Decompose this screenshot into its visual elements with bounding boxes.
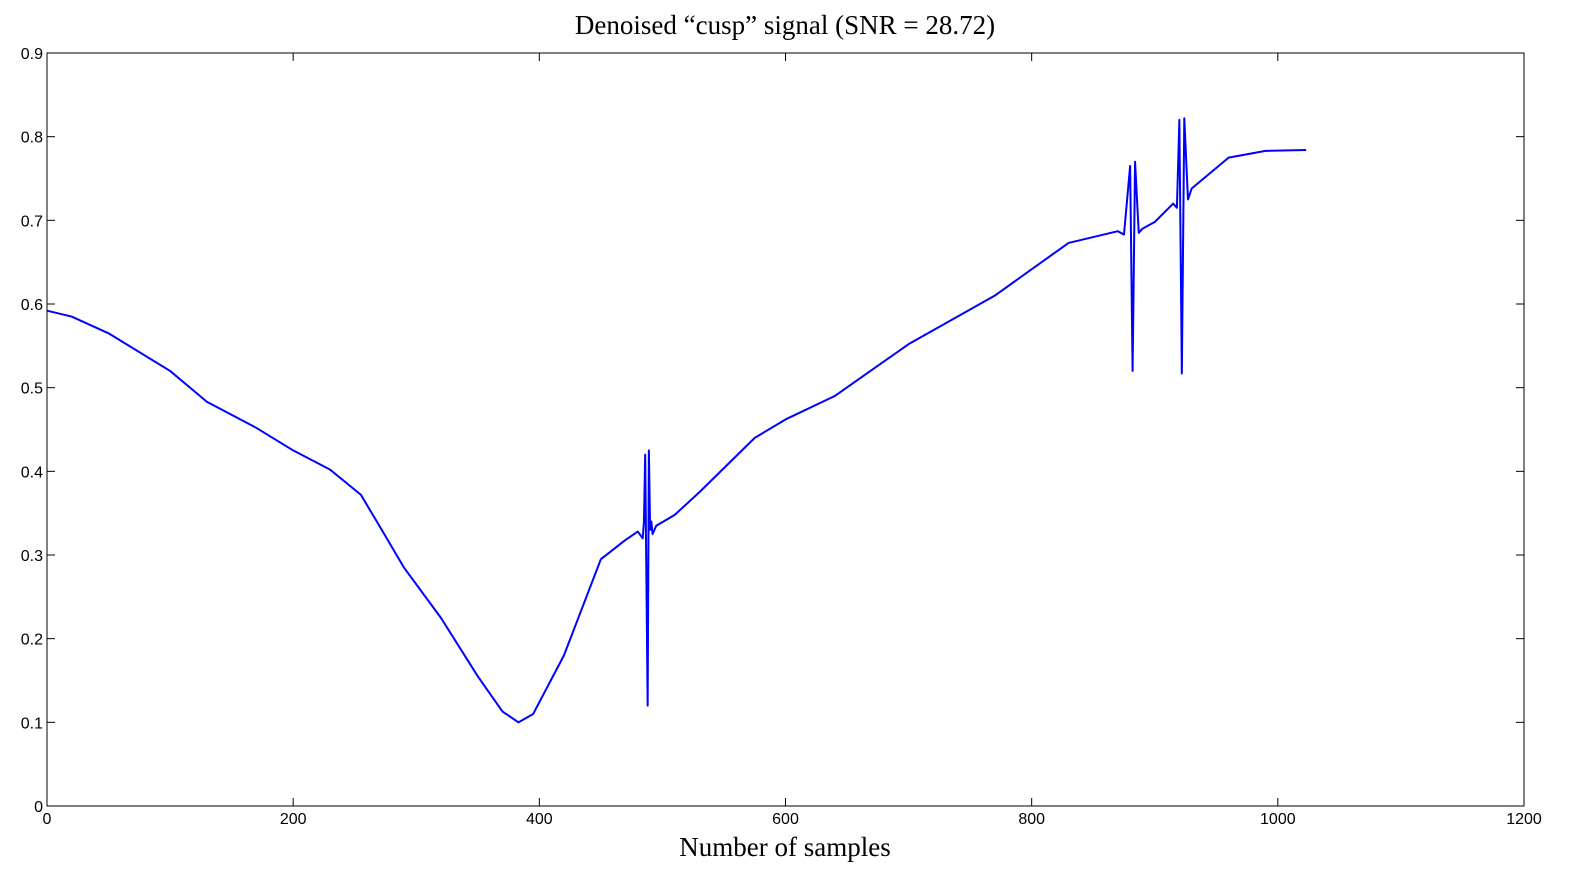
- x-axis-label: Number of samples: [679, 832, 890, 862]
- y-tick-label: 0.3: [21, 548, 43, 565]
- x-tick-label: 600: [772, 811, 799, 828]
- y-tick-label: 0.1: [21, 715, 43, 732]
- x-tick-label: 1200: [1506, 811, 1542, 828]
- y-tick-label: 0.9: [21, 46, 43, 63]
- x-tick-label: 400: [526, 811, 553, 828]
- y-tick-label: 0.7: [21, 213, 43, 230]
- chart-title: Denoised “cusp” signal (SNR = 28.72): [575, 10, 995, 40]
- y-tick-label: 0.4: [21, 464, 43, 481]
- plot-frame: [46, 52, 1525, 807]
- y-tick-label: 0.5: [21, 381, 43, 398]
- y-tick-label: 0: [34, 799, 43, 816]
- y-tick-label: 0.6: [21, 297, 43, 314]
- data-line: [46, 117, 1307, 724]
- x-tick-label: 800: [1018, 811, 1045, 828]
- y-tick-label: 0.2: [21, 632, 43, 649]
- y-tick-label: 0.8: [21, 130, 43, 147]
- x-tick-label: 200: [280, 811, 307, 828]
- x-tick-label: 1000: [1260, 811, 1296, 828]
- x-tick-label: 0: [43, 811, 52, 828]
